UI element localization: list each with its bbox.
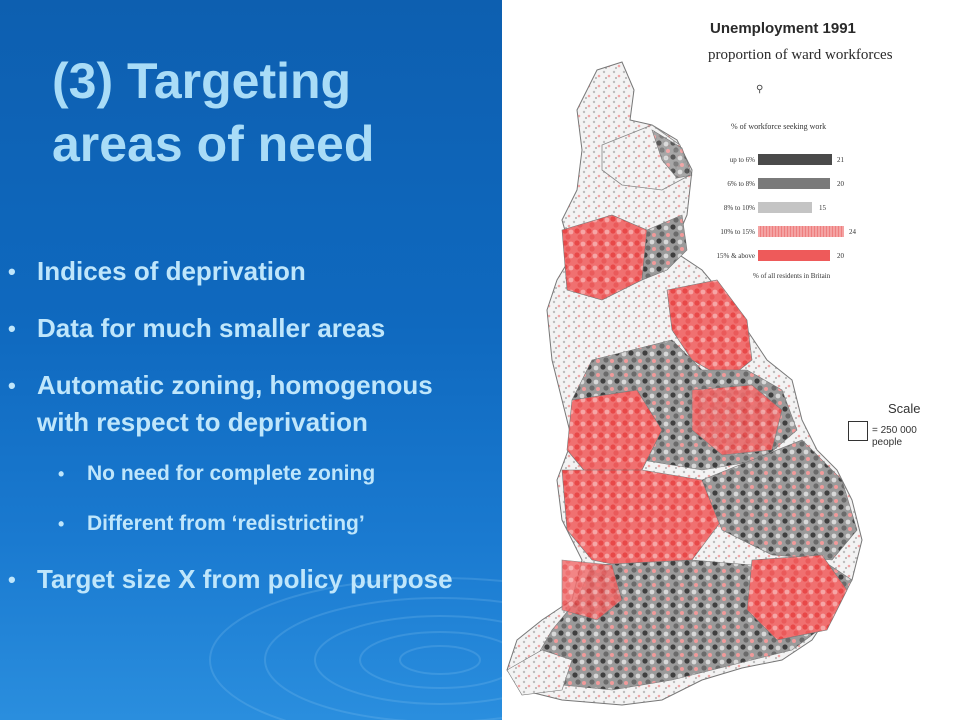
bullet-dot-icon: • [8,259,16,284]
legend-value: 24 [849,228,856,236]
bullet-text: Data for much smaller areas [37,313,386,343]
bullet-item: • Automatic zoning, homogenous with resp… [8,367,488,441]
scale-label: Scale [888,401,921,416]
bullet-dot-icon: • [8,373,16,398]
scale-value-line-1: = 250 000 [872,425,917,436]
legend-value: 20 [837,180,844,188]
sub-bullet-item: • No need for complete zoning [8,461,488,487]
legend-label: 10% to 15% [720,228,755,236]
scale-value: = 250 000 people [872,425,917,449]
legend-title: % of workforce seeking work [731,122,827,131]
legend-row: 8% to 10% 15 [697,202,857,214]
bullet-item: • Data for much smaller areas [8,310,488,347]
slide-title-line-2: areas of need [52,116,375,172]
slide-title: (3) Targeting areas of need [52,50,482,176]
legend-swatch [758,202,812,213]
legend-row: 10% to 15% 24 [697,226,857,238]
sub-bullet-item: • Different from ‘redistricting’ [8,511,488,537]
slide-title-line-1: (3) Targeting [52,53,352,109]
bullet-item: • Indices of deprivation [8,253,488,290]
legend-swatch [758,178,830,189]
legend-row: up to 6% 21 [697,154,857,166]
bullet-list: • Indices of deprivation • Data for much… [8,253,488,598]
legend-swatch [758,250,830,261]
legend-swatch [758,226,844,237]
scale-value-line-2: people [872,437,903,448]
legend-value: 15 [819,204,826,212]
bullet-item: • Target size X from policy purpose [8,561,488,598]
legend-value: 20 [837,252,844,260]
sub-bullet-text: No need for complete zoning [87,462,376,485]
legend-label: 15% & above [716,252,756,260]
map-subtitle: proportion of ward workforces [708,47,893,63]
bullet-text: Automatic zoning, homogenous with respec… [37,370,433,437]
slide-text-panel: (3) Targeting areas of need • Indices of… [0,0,502,720]
legend-label: 8% to 10% [723,204,755,212]
legend-row: 6% to 8% 20 [697,178,857,190]
legend-label: up to 6% [729,156,755,164]
britain-cartogram [506,61,863,706]
north-arrow-icon: ⚲ [756,84,764,95]
bullet-text: Indices of deprivation [37,256,306,286]
unemployment-map-figure: Unemployment 1991 proportion of ward wor… [502,0,960,720]
legend-swatch [758,154,832,165]
legend-label: 6% to 8% [727,180,755,188]
bullet-dot-icon: • [8,316,16,341]
map-title: Unemployment 1991 [710,20,856,37]
sub-bullet-dot-icon: • [58,464,65,484]
legend-row: 15% & above 20 [697,250,857,262]
legend-footer: % of all residents in Britain [753,272,831,280]
scale-square-icon [848,421,868,441]
sub-bullet-text: Different from ‘redistricting’ [87,512,365,535]
sub-bullet-dot-icon: • [58,514,65,534]
legend-value: 21 [837,156,844,164]
bullet-dot-icon: • [8,567,16,592]
bullet-text: Target size X from policy purpose [37,564,453,594]
water-ripple-background [209,577,502,720]
map-legend: % of workforce seeking work up to 6% 21 … [697,122,857,280]
